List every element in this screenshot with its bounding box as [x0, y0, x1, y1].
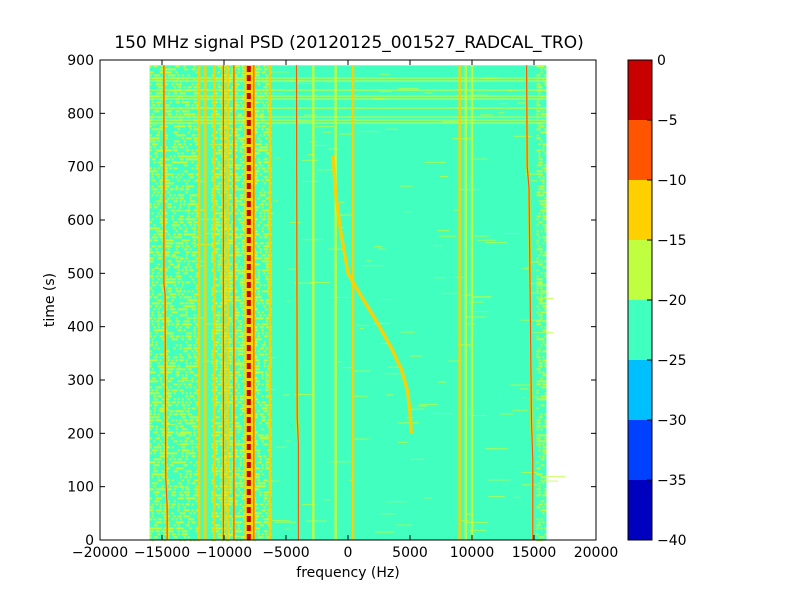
y-tick-label: 300 — [67, 373, 94, 389]
x-axis-label: frequency (Hz) — [296, 565, 399, 581]
y-tick-label: 500 — [67, 266, 94, 282]
x-axis: −20000 −15000 −10000 −5000 0 5000 10000 15000 20… — [72, 60, 618, 561]
colorbar-tick-label: −5 — [657, 113, 678, 129]
colorbar-tick-label: −25 — [657, 353, 687, 369]
x-tick-label: 20000 — [574, 545, 619, 561]
colorbar-bin — [628, 60, 652, 120]
x-tick-label: 5000 — [392, 545, 428, 561]
x-tick-label: 0 — [344, 545, 353, 561]
colorbar: 0 −5 −10 −15 −20 −25 −30 −35 −40 — [627, 53, 687, 549]
y-tick-label: 800 — [67, 106, 94, 122]
colorbar-bin — [628, 240, 652, 300]
chirp-signal — [332, 155, 412, 434]
colorbar-tick-label: 0 — [657, 53, 666, 69]
x-tick-label: 15000 — [512, 545, 557, 561]
x-tick-label: −10000 — [196, 545, 252, 561]
y-axis: 0 100 200 300 400 500 600 700 800 900 — [67, 53, 596, 549]
x-tick-label: −5000 — [262, 545, 309, 561]
spectrogram-background — [149, 65, 547, 540]
y-axis-label: time (s) — [42, 273, 58, 327]
y-tick-label: 900 — [67, 53, 94, 69]
colorbar-bin — [628, 480, 652, 540]
x-tick-label: 10000 — [450, 545, 495, 561]
colorbar-tick-label: −10 — [657, 173, 687, 189]
colorbar-tick-label: −40 — [657, 533, 687, 549]
chart-title: 150 MHz signal PSD (20120125_001527_RADC… — [114, 33, 583, 53]
colorbar-bin — [628, 180, 652, 240]
noisy-band — [149, 65, 200, 542]
colorbar-bin — [628, 120, 652, 180]
y-tick-label: 600 — [67, 213, 94, 229]
colorbar-tick-label: −30 — [657, 413, 687, 429]
colorbar-bin — [628, 420, 652, 480]
y-tick-label: 100 — [67, 480, 94, 496]
y-tick-label: 700 — [67, 160, 94, 176]
signal-line — [525, 65, 534, 540]
y-tick-label: 0 — [85, 533, 94, 549]
x-tick-label: −20000 — [72, 545, 128, 561]
colorbar-tick-label: −20 — [657, 293, 687, 309]
signal-line — [295, 65, 299, 540]
y-tick-label: 200 — [67, 426, 94, 442]
signal-line — [163, 65, 168, 540]
colorbar-tick-label: −15 — [657, 233, 687, 249]
colorbar-bin — [628, 360, 652, 420]
colorbar-tick-label: −35 — [657, 473, 687, 489]
x-tick-label: −15000 — [134, 545, 190, 561]
plot-area — [149, 65, 566, 542]
y-tick-label: 400 — [67, 320, 94, 336]
colorbar-bin — [628, 300, 652, 360]
